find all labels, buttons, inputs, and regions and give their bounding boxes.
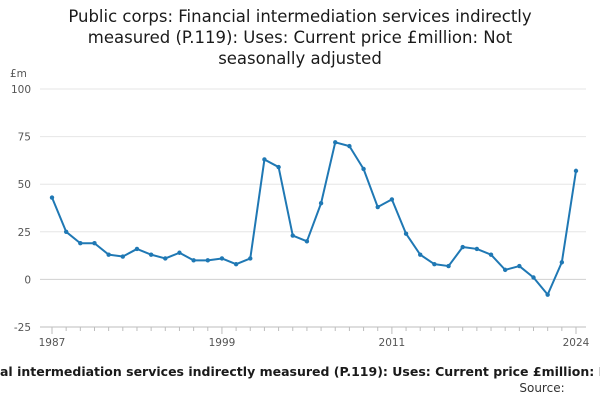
source-note: Source:: [0, 381, 600, 395]
x-tick-label-2011: 2011: [379, 337, 406, 349]
x-tick-label-2024: 2024: [563, 337, 590, 349]
data-point-2010[interactable]: [375, 204, 380, 210]
data-point-2013[interactable]: [418, 252, 423, 257]
data-series: [49, 140, 579, 297]
data-point-2004[interactable]: [290, 233, 295, 238]
data-point-2009[interactable]: [361, 166, 366, 172]
source-label: Source:: [519, 381, 565, 395]
chart-title: Public corps: Financial intermediation s…: [10, 6, 590, 69]
y-tick-label-100: 100: [11, 84, 31, 96]
data-point-2022[interactable]: [545, 292, 550, 297]
data-point-2017[interactable]: [474, 246, 480, 252]
series-line-0: [51, 141, 577, 296]
data-point-2015[interactable]: [446, 263, 451, 269]
y-axis-unit-label: £m: [10, 68, 27, 80]
data-point-1988[interactable]: [63, 229, 69, 234]
chart-title-line-3: seasonally adjusted: [218, 49, 382, 68]
data-point-2005[interactable]: [304, 239, 310, 244]
y-axis-tick-labels: 100 75 50 25 0 -25: [11, 84, 31, 334]
data-point-1993[interactable]: [134, 246, 140, 252]
data-point-1996[interactable]: [177, 250, 182, 255]
data-point-2016[interactable]: [460, 244, 465, 250]
data-point-2006[interactable]: [318, 201, 324, 206]
data-point-1999[interactable]: [219, 256, 225, 261]
y-tick-label-0: 0: [24, 274, 31, 286]
data-point-1992[interactable]: [120, 254, 126, 259]
data-point-1990[interactable]: [92, 241, 97, 246]
x-axis: 1987 1999 2011 2024: [39, 326, 590, 349]
legend: al intermediation services indirectly me…: [0, 364, 600, 379]
data-point-2011[interactable]: [389, 197, 395, 202]
chart-title-line-1: Public corps: Financial intermediation s…: [68, 7, 532, 26]
y-tick-label-25: 25: [18, 227, 31, 239]
data-point-1989[interactable]: [78, 241, 83, 246]
data-point-2002[interactable]: [262, 157, 267, 162]
data-point-1995[interactable]: [163, 256, 168, 261]
chart-title-line-2: measured (P.119): Uses: Current price £m…: [87, 28, 513, 47]
data-point-2021[interactable]: [531, 275, 536, 280]
data-point-1994[interactable]: [148, 252, 154, 257]
data-point-1997[interactable]: [191, 258, 196, 263]
data-point-2000[interactable]: [233, 261, 239, 267]
x-tick-label-1999: 1999: [209, 337, 236, 349]
data-point-2019[interactable]: [502, 267, 508, 273]
legend-label: al intermediation services indirectly me…: [0, 364, 600, 379]
data-point-2020[interactable]: [517, 263, 522, 269]
data-point-2008[interactable]: [347, 143, 352, 149]
data-point-1998[interactable]: [205, 258, 210, 263]
data-point-2023[interactable]: [559, 260, 565, 265]
data-point-1987[interactable]: [49, 195, 55, 200]
data-point-2012[interactable]: [403, 231, 409, 236]
y-tick-label--25: -25: [14, 322, 31, 334]
data-point-1991[interactable]: [106, 252, 111, 257]
data-point-2001[interactable]: [248, 256, 253, 261]
data-point-2007[interactable]: [333, 140, 338, 145]
y-tick-label-50: 50: [18, 179, 31, 191]
x-tick-label-1987: 1987: [39, 337, 66, 349]
data-point-2018[interactable]: [488, 252, 494, 257]
y-tick-label-75: 75: [18, 132, 31, 144]
gridlines: [40, 88, 586, 328]
data-point-2014[interactable]: [432, 261, 437, 267]
data-point-2003[interactable]: [276, 164, 281, 170]
data-point-2024[interactable]: [573, 168, 579, 174]
